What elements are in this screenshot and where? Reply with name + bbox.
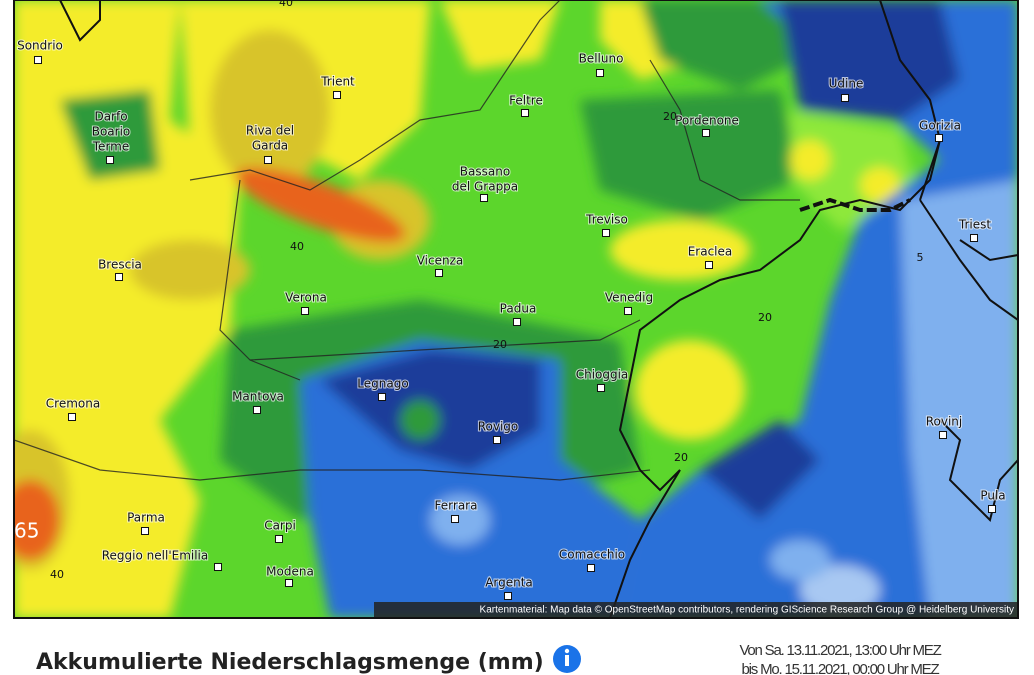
max-value-label: 65 [14,519,39,543]
city-marker [106,156,114,164]
city-label: Triest [958,218,991,232]
contour-label: 20 [493,338,507,351]
map-frame [13,0,1019,619]
city-marker [513,318,521,326]
city-label: Terme [92,140,129,154]
city-marker [521,109,529,117]
borders [59,0,1018,321]
city-marker [115,273,123,281]
city-label: Padua [500,302,537,316]
city-marker [435,269,443,277]
city-label: Bassano [460,165,510,179]
coastline [939,419,1018,522]
city-label: Pordenone [675,114,739,128]
precipitation-map: Sondrio Trient Belluno Udine Feltre Pordenone… [14,0,1018,618]
city-marker [705,261,713,269]
city-label: del Grappa [452,180,518,194]
city-label: Eraclea [688,245,733,259]
city-label: Belluno [579,52,624,66]
city-label: Pula [980,489,1005,503]
city-label: Feltre [509,94,543,108]
city-marker [378,393,386,401]
city-marker [597,384,605,392]
info-icon[interactable] [553,645,581,673]
city-label: Mantova [232,390,284,404]
city-label: Garda [252,139,288,153]
date-to: bis Mo. 15.11.2021, 00:00 Uhr MEZ [742,661,940,675]
city-label: Legnago [357,377,408,391]
city-label: Verona [285,291,327,305]
city-label: Riva del [246,124,294,138]
city-marker [285,579,293,587]
city-label: Darfo [94,110,127,124]
city-label: Chioggia [576,368,629,382]
city-label: Ferrara [435,499,478,513]
contour-label: 40 [50,568,64,581]
city-label: Boario [92,125,131,139]
contour-label: 20 [758,311,772,324]
city-marker [624,307,632,315]
city-marker [939,431,947,439]
city-marker [493,436,501,444]
city-marker [602,229,610,237]
city-label: Cremona [46,397,100,411]
city-marker [841,94,849,102]
city-marker [214,563,222,571]
region-borders [14,0,800,481]
contour-label: 20 [674,451,688,464]
city-label: Treviso [585,213,628,227]
city-marker [970,234,978,242]
city-marker [451,515,459,523]
coastline [609,469,681,618]
date-from: Von Sa. 13.11.2021, 13:00 Uhr MEZ [739,642,941,659]
city-marker [68,413,76,421]
city-label: Brescia [98,258,142,272]
city-marker [275,535,283,543]
contour-label: 40 [279,0,293,9]
city-label: Gorizia [919,119,961,133]
coastline [618,139,941,471]
city-marker [264,156,272,164]
city-marker [988,505,996,513]
legend-title: Akkumulierte Niederschlagsmenge (mm) [36,650,544,675]
city-label: Trient [320,75,355,89]
city-marker [141,527,149,535]
city-marker [596,69,604,77]
labels: Sondrio Trient Belluno Udine Feltre Pordenone… [14,0,1007,600]
city-label: Vicenza [417,254,464,268]
contour-label: 5 [917,251,924,264]
city-label: Carpi [264,519,296,533]
city-marker [301,307,309,315]
city-label: Argenta [485,576,533,590]
city-marker [480,194,488,202]
lagoon [799,197,911,212]
city-label: Reggio nell'Emilia [102,549,209,563]
city-label: Udine [829,77,864,91]
city-label: Parma [127,511,165,525]
city-label: Comacchio [559,548,625,562]
rain-fields [14,0,1018,618]
attribution-bg [374,602,1018,618]
city-marker [587,564,595,572]
city-label: Venedig [605,291,653,305]
city-label: Rovinj [926,415,963,429]
contour-label: 40 [290,240,304,253]
city-label: Rovigo [478,420,519,434]
city-marker [935,134,943,142]
city-marker [333,91,341,99]
city-marker [34,56,42,64]
city-label: Sondrio [17,39,63,53]
city-marker [504,592,512,600]
city-marker [702,129,710,137]
city-marker [253,406,261,414]
city-label: Modena [266,565,314,579]
attribution: Kartenmaterial: Map data © OpenStreetMap… [480,605,1014,616]
contour-label: 20 [663,110,677,123]
